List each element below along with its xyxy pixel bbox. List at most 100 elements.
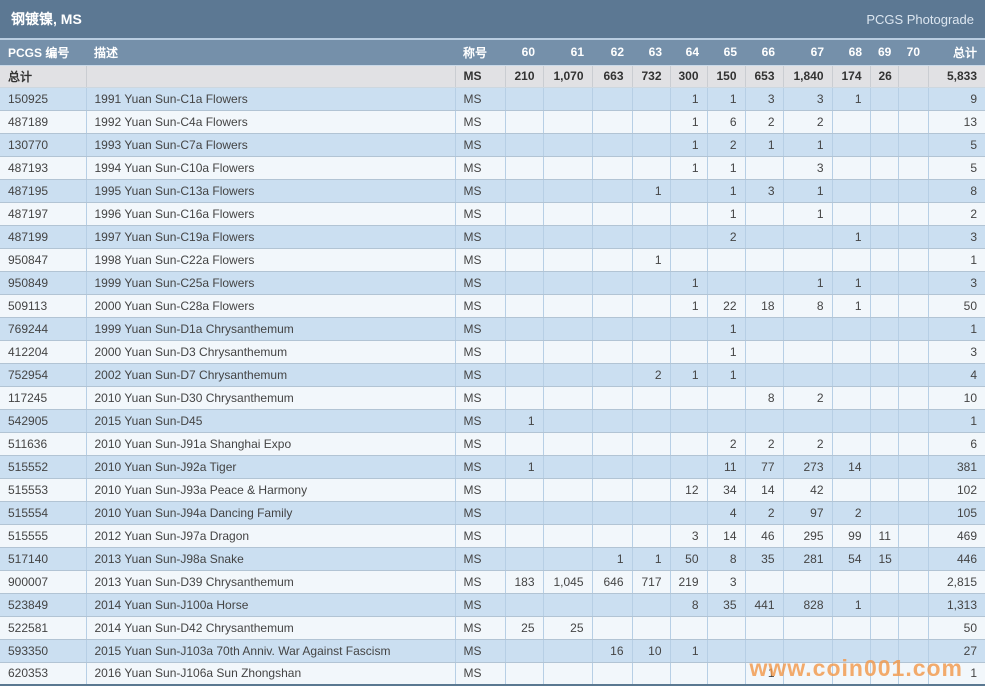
designation-cell: MS <box>455 363 506 387</box>
pcgs-number-link[interactable]: 620353 <box>0 662 87 686</box>
grade-cell-70 <box>898 593 929 617</box>
grade-cell-62 <box>592 455 633 479</box>
grade-cell-66 <box>745 202 784 226</box>
pcgs-number-link[interactable]: 950849 <box>0 271 87 295</box>
pcgs-number-link[interactable]: 950847 <box>0 248 87 272</box>
pcgs-number-link[interactable]: 515555 <box>0 524 87 548</box>
grade-cell-62 <box>592 340 633 364</box>
grade-cell-62 <box>592 294 633 318</box>
designation-cell: MS <box>455 455 506 479</box>
table-row: 593350 2015 Yuan Sun-J103a 70th Anniv. Wa… <box>0 639 985 663</box>
pcgs-number-link[interactable]: 130770 <box>0 133 87 157</box>
grade-cell-64: 3 <box>670 524 708 548</box>
grade-cell-68 <box>832 202 871 226</box>
grade-cell-67: 295 <box>783 524 833 548</box>
pcgs-number-link[interactable]: 511636 <box>0 432 87 456</box>
grade-cell-67 <box>783 317 833 341</box>
grade-cell-67: 42 <box>783 478 833 502</box>
grade-cell-70 <box>898 248 929 272</box>
header-cell-65: 65 <box>707 40 745 66</box>
grade-cell-60 <box>505 363 544 387</box>
grade-cell-67: 3 <box>783 156 833 180</box>
grade-cell-68 <box>832 639 871 663</box>
pcgs-number-link[interactable]: 487199 <box>0 225 87 249</box>
grade-cell-66: 3 <box>745 179 784 203</box>
pcgs-number-link[interactable]: 150925 <box>0 87 87 111</box>
pcgs-number-link[interactable]: 542905 <box>0 409 87 433</box>
table-row: 517140 2013 Yuan Sun-J98a Snake MS 1 1 50 8 35 2… <box>0 547 985 571</box>
pcgs-number-link[interactable]: 515552 <box>0 455 87 479</box>
pcgs-number-link[interactable]: 522581 <box>0 616 87 640</box>
grade-cell-68 <box>832 340 871 364</box>
grade-cell-65: 6 <box>707 110 746 134</box>
totals-grade-60: 210 <box>505 65 544 88</box>
pcgs-number-link[interactable]: 515553 <box>0 478 87 502</box>
pcgs-number-link[interactable]: 487197 <box>0 202 87 226</box>
pcgs-number-link[interactable]: 523849 <box>0 593 87 617</box>
coin-description: 2010 Yuan Sun-J91a Shanghai Expo <box>86 432 456 456</box>
designation-cell: MS <box>455 386 506 410</box>
grade-cell-70 <box>898 87 929 111</box>
grade-cell-65: 22 <box>707 294 746 318</box>
grade-cell-70 <box>898 570 929 594</box>
grade-cell-67: 3 <box>783 87 833 111</box>
pcgs-number-link[interactable]: 752954 <box>0 363 87 387</box>
header-cell-61: 61 <box>543 40 592 66</box>
grade-cell-62 <box>592 156 633 180</box>
grade-cell-70 <box>898 432 929 456</box>
header-cell-64: 64 <box>670 40 707 66</box>
pcgs-number-link[interactable]: 487189 <box>0 110 87 134</box>
grade-cell-67: 1 <box>783 133 833 157</box>
header-cell-67: 67 <box>783 40 832 66</box>
pcgs-number-link[interactable]: 515554 <box>0 501 87 525</box>
table-row: 769244 1999 Yuan Sun-D1a Chrysanthemum MS 1… <box>0 317 985 341</box>
grade-cell-61 <box>543 225 593 249</box>
pcgs-number-link[interactable]: 517140 <box>0 547 87 571</box>
pcgs-number-link[interactable]: 117245 <box>0 386 87 410</box>
grade-cell-67 <box>783 570 833 594</box>
grade-cell-63 <box>632 225 671 249</box>
grade-cell-65: 1 <box>707 179 746 203</box>
grade-cell-69 <box>870 179 899 203</box>
pcgs-number-link[interactable]: 900007 <box>0 570 87 594</box>
pcgs-number-link[interactable]: 509113 <box>0 294 87 318</box>
grade-cell-69 <box>870 616 899 640</box>
grade-cell-61 <box>543 317 593 341</box>
coin-description: 1999 Yuan Sun-C25a Flowers <box>86 271 456 295</box>
coin-description: 1997 Yuan Sun-C19a Flowers <box>86 225 456 249</box>
designation-cell: MS <box>455 294 506 318</box>
grade-cell-68 <box>832 386 871 410</box>
grade-cell-68 <box>832 409 871 433</box>
designation-cell: MS <box>455 110 506 134</box>
grade-cell-69 <box>870 478 899 502</box>
designation-cell: MS <box>455 225 506 249</box>
grade-cell-68: 99 <box>832 524 871 548</box>
row-total-cell: 13 <box>928 110 985 134</box>
coin-description: 2010 Yuan Sun-D30 Chrysanthemum <box>86 386 456 410</box>
row-total-cell: 1 <box>928 409 985 433</box>
grade-cell-63 <box>632 110 671 134</box>
designation-cell: MS <box>455 547 506 571</box>
grade-cell-69 <box>870 156 899 180</box>
coin-description: 2015 Yuan Sun-D45 <box>86 409 456 433</box>
pcgs-number-link[interactable]: 593350 <box>0 639 87 663</box>
row-total-cell: 1 <box>928 317 985 341</box>
totals-grade-62: 663 <box>592 65 633 88</box>
pcgs-number-link[interactable]: 769244 <box>0 317 87 341</box>
grade-cell-64: 1 <box>670 271 708 295</box>
grade-cell-67 <box>783 248 833 272</box>
pcgs-number-link[interactable]: 487195 <box>0 179 87 203</box>
pcgs-number-link[interactable]: 412204 <box>0 340 87 364</box>
grade-cell-61 <box>543 386 593 410</box>
grade-cell-65: 2 <box>707 432 746 456</box>
grade-cell-64: 1 <box>670 133 708 157</box>
designation-cell: MS <box>455 87 506 111</box>
grade-cell-70 <box>898 524 929 548</box>
coin-description: 1998 Yuan Sun-C22a Flowers <box>86 248 456 272</box>
row-total-cell: 469 <box>928 524 985 548</box>
pcgs-number-link[interactable]: 487193 <box>0 156 87 180</box>
grade-cell-66 <box>745 639 784 663</box>
grade-cell-65: 1 <box>707 202 746 226</box>
grade-cell-69 <box>870 455 899 479</box>
table-row: 487189 1992 Yuan Sun-C4a Flowers MS 1 6 2 2 13 <box>0 110 985 134</box>
